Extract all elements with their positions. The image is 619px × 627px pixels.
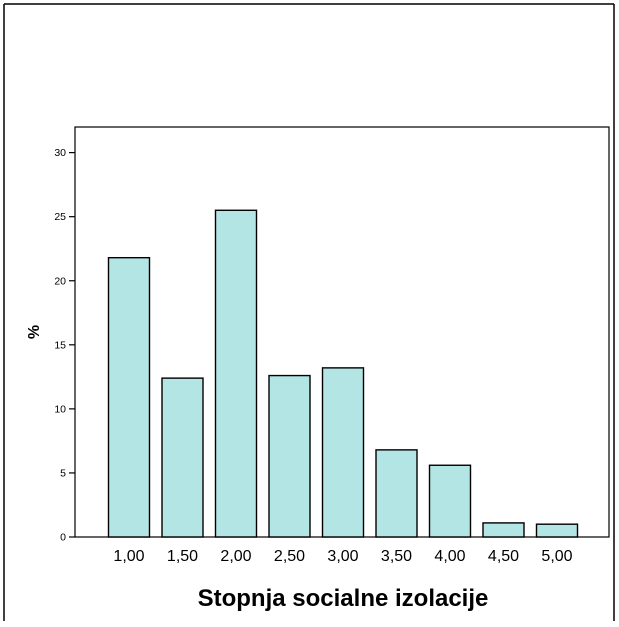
y-tick-label: 5 bbox=[60, 467, 66, 479]
bar-4-50 bbox=[482, 522, 525, 538]
bar-2-00 bbox=[214, 209, 258, 538]
bar-3-00 bbox=[321, 367, 365, 538]
bar-4-00 bbox=[428, 464, 472, 538]
x-tick-label: 4,50 bbox=[488, 548, 519, 565]
bar-series bbox=[107, 209, 579, 538]
bar-1-00 bbox=[107, 256, 151, 538]
x-tick-label: 5,00 bbox=[541, 548, 572, 565]
y-tick-label: 20 bbox=[54, 275, 66, 287]
y-axis-label: % bbox=[26, 325, 43, 339]
x-tick-label: 1,50 bbox=[167, 548, 198, 565]
bar-3-50 bbox=[375, 449, 418, 538]
x-tick-label: 2,00 bbox=[220, 548, 251, 565]
x-tick-label: 3,50 bbox=[381, 548, 412, 565]
x-tick-label: 1,00 bbox=[113, 548, 144, 565]
x-axis-label: Stopnja socialne izolacije bbox=[198, 585, 489, 612]
y-tick-label: 25 bbox=[54, 211, 66, 223]
y-tick-label: 15 bbox=[54, 339, 66, 351]
y-axis: 0 5 10 15 20 25 30 bbox=[54, 147, 75, 544]
y-tick-label: 0 bbox=[60, 532, 66, 544]
x-tick-label: 3,00 bbox=[327, 548, 358, 565]
x-tick-label: 4,00 bbox=[434, 548, 465, 565]
y-tick-label: 10 bbox=[54, 403, 66, 415]
x-tick-label: 2,50 bbox=[274, 548, 305, 565]
bar-5-00 bbox=[535, 523, 579, 538]
bar-2-50 bbox=[268, 374, 311, 538]
bar-1-50 bbox=[161, 377, 204, 538]
x-axis: 1,00 1,50 2,00 2,50 3,00 3,50 4,00 4,50 5,00 bbox=[113, 548, 572, 565]
y-tick-label: 30 bbox=[54, 147, 66, 159]
